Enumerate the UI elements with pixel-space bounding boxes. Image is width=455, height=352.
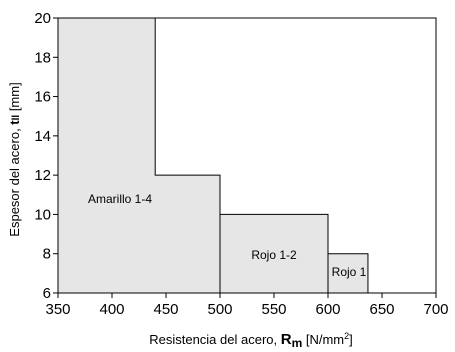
- x-tick-label: 700: [423, 301, 448, 318]
- x-tick-label: 650: [369, 301, 394, 318]
- region-label-1: Amarillo 1-4: [88, 192, 152, 206]
- x-tick-label: 600: [315, 301, 340, 318]
- ticks-layer: 350 400 450 500 550 600 650 700 6 8 10 12 14 16 18 20: [34, 10, 448, 318]
- x-tick-label: 500: [207, 301, 232, 318]
- region-1: [57, 17, 221, 294]
- plot-frame: [57, 17, 437, 294]
- y-tick-label: 18: [34, 49, 51, 66]
- y-tick-label: 20: [34, 10, 51, 27]
- x-tick-label: 450: [153, 301, 178, 318]
- x-axis-title: Resistencia del acero, Rm [N/mm2]: [149, 331, 353, 350]
- x-tick-label: 400: [99, 301, 124, 318]
- region-label-2: Rojo 1-2: [251, 248, 297, 262]
- region-label-3: Rojo 1: [332, 265, 367, 279]
- y-tick-label: 16: [34, 89, 51, 106]
- y-tick-label: 12: [34, 167, 51, 184]
- x-tick-label: 350: [45, 301, 70, 318]
- regions-layer: [57, 17, 369, 294]
- y-axis-title: Espesor del acero, tll [mm]: [7, 82, 22, 236]
- region-labels-layer: Amarillo 1-4 Rojo 1-2 Rojo 1: [88, 192, 367, 279]
- y-tick-label: 14: [34, 128, 51, 145]
- y-tick-label: 10: [34, 206, 51, 223]
- y-tick-label: 8: [43, 246, 51, 263]
- y-tick-label: 6: [43, 285, 51, 302]
- x-tick-label: 550: [261, 301, 286, 318]
